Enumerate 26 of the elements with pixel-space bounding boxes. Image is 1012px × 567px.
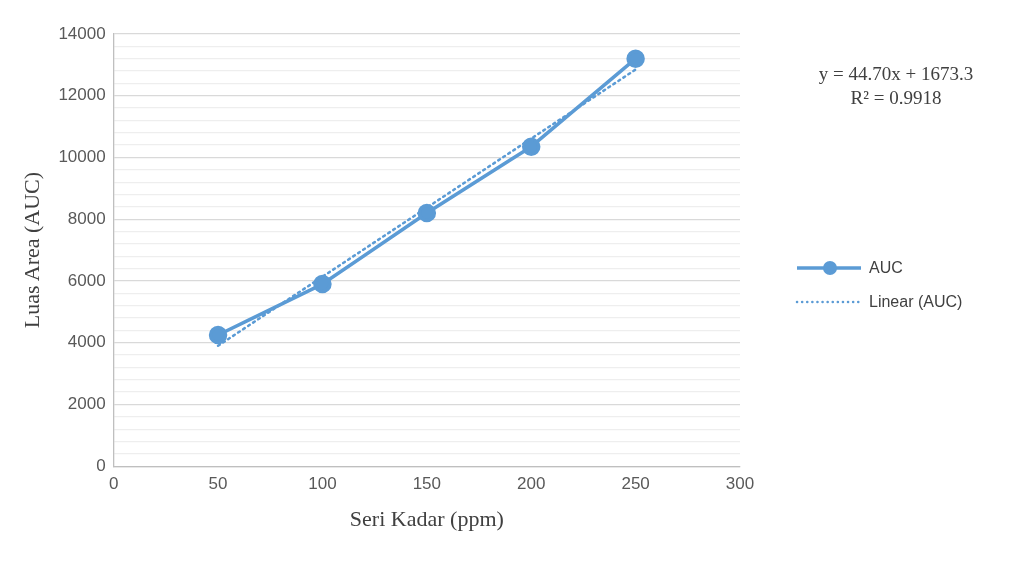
point	[521, 137, 541, 156]
legend-label: AUC	[869, 259, 903, 277]
x-tick-label: 100	[308, 474, 337, 494]
y-tick-label: 10000	[58, 147, 106, 167]
x-axis-title: Seri Kadar (ppm)	[349, 505, 504, 531]
y-tick-label: 0	[96, 455, 106, 475]
y-tick-label: 4000	[67, 332, 106, 352]
text: R² = 0.9918	[849, 86, 943, 110]
point	[313, 274, 332, 294]
point	[208, 325, 228, 345]
x-tick-label: 250	[621, 474, 650, 494]
point	[417, 203, 437, 223]
x-tick-label: 150	[412, 474, 442, 494]
x-tick-label: 300	[725, 474, 755, 494]
y-axis-title: Luas Area (AUC)	[18, 171, 44, 329]
y-tick-label: 6000	[67, 270, 106, 290]
y-tick-label: 14000	[58, 23, 106, 43]
y-tick-label: 2000	[67, 394, 106, 414]
y-tick-label: 12000	[58, 85, 106, 105]
x-tick-label: 0	[108, 474, 119, 494]
x-tick-label: 50	[208, 474, 228, 494]
text: y = 44.70x + 1673.3	[817, 62, 975, 86]
legend-label: Linear (AUC)	[869, 293, 963, 311]
y-tick-label: 8000	[67, 208, 106, 228]
point	[626, 49, 645, 68]
x-tick-label: 200	[517, 474, 546, 494]
